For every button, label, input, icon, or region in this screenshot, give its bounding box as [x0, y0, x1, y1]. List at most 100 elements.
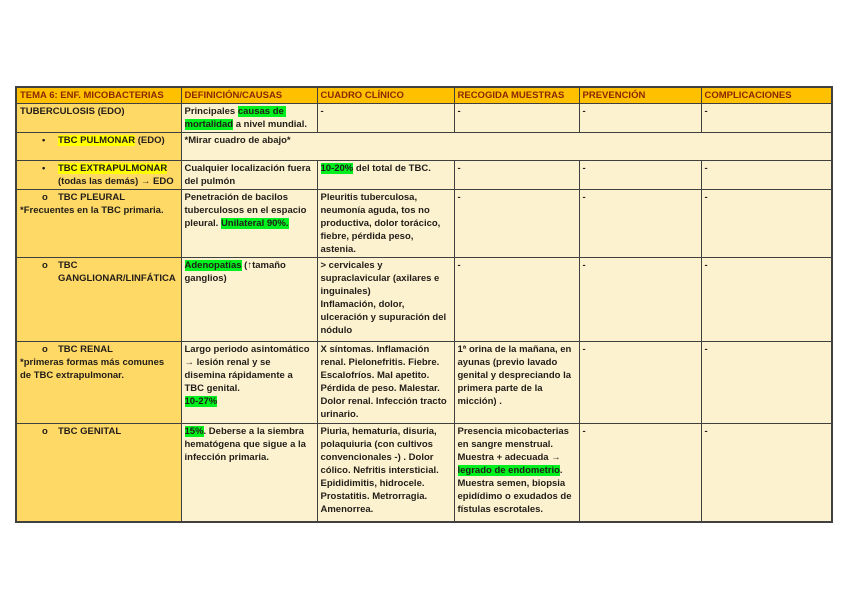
bullet-marker: o — [42, 344, 48, 355]
cell-tbc-ganglionar-recogida-muestras: - — [453, 257, 580, 342]
cell-tuberculosis-recogida-muestras: - — [453, 103, 580, 133]
cell-tbc-ganglionar-complicaciones: - — [700, 257, 833, 342]
label-cell-tuberculosis: TUBERCULOSIS (EDO) — [15, 103, 182, 133]
text-segment: - — [582, 344, 586, 355]
cell-tbc-genital-cuadro-clinico: Piuria, hematuria, disuria, polaquiuria … — [316, 423, 455, 522]
cell-text: Cualquier localización fuera del pulmón — [185, 162, 314, 188]
column-header-1: DEFINICIÓN/CAUSAS — [180, 86, 318, 104]
cell-tbc-ganglionar-cuadro-clinico: > cervicales y supraclavicular (axilares… — [316, 257, 455, 342]
text-segment: (EDO) — [135, 135, 165, 146]
cell-text: Principales causas de mortalidad a nivel… — [184, 105, 314, 131]
cell-text: - — [583, 162, 698, 175]
text-segment: TBC GENITAL — [58, 426, 122, 437]
cell-text: 15%. Deberse a la siembra hematógena que… — [184, 425, 314, 464]
row-title: TBC GENITAL — [58, 425, 178, 438]
text-segment: (todas las demás) → EDO — [58, 176, 174, 187]
bullet-marker: o — [42, 426, 48, 437]
cell-tbc-renal-recogida-muestras: 1ª orina de la mañana, en ayunas (previo… — [453, 341, 580, 424]
micobacterias-table: TEMA 6: ENF. MICOBACTERIAS DEFINICIÓN/CAU… — [15, 86, 833, 523]
cell-tbc-pleural-recogida-muestras: - — [453, 189, 580, 258]
text-segment: - — [582, 106, 586, 117]
text-segment: > cervicales y supraclavicular (axilares… — [320, 260, 447, 336]
cell-text: - — [705, 343, 829, 356]
text-segment: - — [582, 192, 586, 203]
text-segment: (↑tamaño ganglios) — [184, 260, 289, 284]
cell-text: - — [458, 105, 576, 118]
column-header-4: PREVENCIÓN — [578, 86, 702, 104]
cell-text: - — [705, 259, 829, 272]
list-item: • TBC EXTRAPULMONAR (todas las demás) → E… — [20, 162, 178, 188]
cell-text: > cervicales y supraclavicular (axilares… — [321, 259, 451, 337]
row-note: *Frecuentes en la TBC primaria. — [20, 205, 164, 216]
cell-tuberculosis-cuadro-clinico: - — [316, 103, 455, 133]
bullet-marker: • — [42, 135, 46, 146]
text-segment: TBC RENAL — [58, 344, 113, 355]
cell-tbc-renal-prevencion: - — [578, 341, 702, 424]
text-segment: - — [457, 192, 461, 203]
table-row-tbc-extrapulmonar: • TBC EXTRAPULMONAR (todas las demás) → E… — [15, 160, 833, 190]
merged-cell-tbc-pulmonar: *Mirar cuadro de abajo* — [180, 132, 833, 161]
row-title: TBC RENAL — [58, 343, 178, 356]
header-row: TEMA 6: ENF. MICOBACTERIAS DEFINICIÓN/CAU… — [15, 86, 833, 104]
cell-tbc-genital-complicaciones: - — [700, 423, 833, 522]
list-item: • TBC PULMONAR (EDO) — [20, 134, 178, 147]
text-segment: TBC GANGLIONAR/LINFÁTICA — [58, 260, 176, 284]
table-row-tbc-pulmonar: • TBC PULMONAR (EDO) *Mirar cuadro de abaj… — [15, 132, 833, 161]
list-item: o TBC RENAL — [20, 343, 178, 356]
cell-tbc-genital-definicion: 15%. Deberse a la siembra hematógena que… — [180, 423, 318, 522]
label-cell-tbc-ganglionar: o TBC GANGLIONAR/LINFÁTICA — [15, 257, 182, 342]
row-title: TBC EXTRAPULMONAR (todas las demás) → ED… — [58, 162, 178, 188]
row-title: TUBERCULOSIS (EDO) — [20, 105, 178, 118]
table-row-tuberculosis: TUBERCULOSIS (EDO) Principales causas de … — [15, 103, 833, 133]
text-segment: X síntomas. Inflamación renal. Pielonefr… — [320, 344, 450, 420]
text-segment: - — [704, 344, 708, 355]
row-note: *primeras formas más comunes de TBC extr… — [20, 357, 167, 381]
list-item: o TBC PLEURAL — [20, 191, 178, 204]
text-segment: Cualquier localización fuera del pulmón — [184, 163, 314, 187]
highlighted-text: TBC EXTRAPULMONAR — [58, 163, 168, 174]
column-header-0: TEMA 6: ENF. MICOBACTERIAS — [15, 86, 182, 104]
cell-tbc-extrapulmonar-recogida-muestras: - — [453, 160, 580, 190]
cell-tbc-extrapulmonar-complicaciones: - — [700, 160, 833, 190]
bullet-marker: o — [42, 192, 48, 203]
text-segment: TUBERCULOSIS (EDO) — [20, 106, 125, 117]
row-title: TBC PULMONAR (EDO) — [58, 134, 178, 147]
cell-text: - — [705, 105, 829, 118]
bullet-marker: • — [42, 163, 46, 174]
cell-text: 10-20% del total de TBC. — [320, 162, 451, 175]
highlighted-text: Unilateral 90%. — [220, 218, 289, 229]
text-segment: Piuria, hematuria, disuria, polaquiuria … — [320, 426, 442, 515]
text-segment: Principales — [184, 106, 238, 117]
bullet-marker: o — [42, 260, 48, 271]
text-segment: . Muestra semen, biopsia epidídimo o exu… — [457, 465, 575, 515]
text-segment: *Mirar cuadro de abajo* — [184, 135, 291, 146]
cell-text: - — [583, 425, 698, 438]
text-segment: del total de TBC. — [353, 163, 431, 174]
label-cell-tbc-genital: o TBC GENITAL — [15, 423, 182, 522]
cell-text: Adenopatías (↑tamaño ganglios) — [184, 259, 314, 285]
text-segment: - — [704, 163, 708, 174]
text-segment: TBC PLEURAL — [58, 192, 126, 203]
cell-tbc-pleural-cuadro-clinico: Pleuritis tuberculosa, neumonía aguda, t… — [316, 189, 455, 258]
cell-tuberculosis-prevencion: - — [578, 103, 702, 133]
text-segment: - — [704, 106, 708, 117]
label-cell-tbc-extrapulmonar: • TBC EXTRAPULMONAR (todas las demás) → E… — [15, 160, 182, 190]
table-row-tbc-genital: o TBC GENITAL 15%. Deberse a la siembra he… — [15, 423, 833, 522]
text-segment: - — [704, 192, 708, 203]
cell-tbc-renal-complicaciones: - — [700, 341, 833, 424]
text-segment: - — [457, 106, 461, 117]
cell-tbc-genital-recogida-muestras: Presencia micobacterias en sangre menstr… — [453, 423, 580, 522]
text-segment: - — [320, 106, 324, 117]
text-segment: - — [582, 260, 586, 271]
table-row-tbc-pleural: o TBC PLEURAL *Frecuentes en la TBC primar… — [15, 189, 833, 258]
column-header-3: RECOGIDA MUESTRAS — [453, 86, 580, 104]
row-title: TBC PLEURAL — [58, 191, 178, 204]
cell-tbc-renal-cuadro-clinico: X síntomas. Inflamación renal. Pielonefr… — [316, 341, 455, 424]
cell-tbc-renal-definicion: Largo periodo asintomático → lesión rena… — [180, 341, 318, 424]
cell-text: - — [583, 343, 698, 356]
cell-text: Presencia micobacterias en sangre menstr… — [457, 425, 576, 516]
cell-text: - — [583, 259, 698, 272]
cell-text: Piuria, hematuria, disuria, polaquiuria … — [321, 425, 451, 516]
highlighted-text: 10-20% — [320, 163, 354, 174]
table-row-tbc-ganglionar: o TBC GANGLIONAR/LINFÁTICA Adenopatías (↑t… — [15, 257, 833, 342]
